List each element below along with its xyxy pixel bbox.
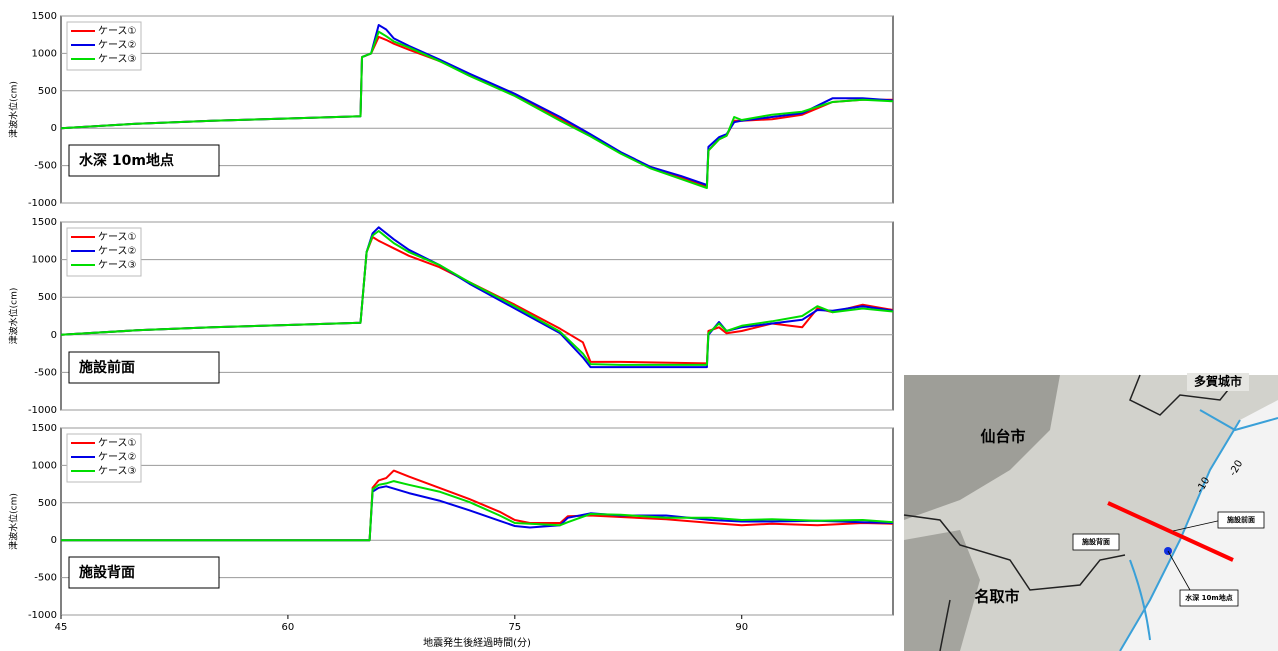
legend-label: ケース① xyxy=(98,25,136,37)
y-axis-label: 津波水位(cm) xyxy=(8,493,20,550)
y-tick-label: 1500 xyxy=(32,423,57,434)
map-label: 多賀城市 xyxy=(1194,374,1242,389)
chart: -1000 -500 0 500 1000 1500 津波水位(cm) ケース① ケース② ケース… xyxy=(8,11,894,209)
legend-label: ケース③ xyxy=(98,53,136,65)
legend-label: ケース② xyxy=(98,39,136,51)
legend-label: ケース① xyxy=(98,231,136,243)
y-axis-label: 津波水位(cm) xyxy=(8,288,20,345)
map-label: 施設背面 xyxy=(1082,537,1110,546)
map-label: 仙台市 xyxy=(980,428,1025,446)
x-tick-label: 75 xyxy=(508,622,521,633)
y-tick-label: 0 xyxy=(51,123,57,134)
y-tick-label: -500 xyxy=(34,573,57,584)
legend-label: ケース① xyxy=(98,437,136,449)
map: 多賀城市 仙台市 名取市 -10 -20 施設前面 施設背面 水深 10m地点 xyxy=(904,373,1278,651)
y-tick-label: -500 xyxy=(34,161,57,172)
y-tick-label: -1000 xyxy=(28,405,57,416)
y-tick-label: 1500 xyxy=(32,217,57,228)
annotation: 水深 10m地点 xyxy=(79,152,174,169)
annotation: 施設背面 xyxy=(79,564,135,581)
annotation: 施設前面 xyxy=(79,359,135,376)
x-tick-label: 90 xyxy=(735,622,748,633)
map-label: 名取市 xyxy=(974,588,1019,606)
y-tick-label: 0 xyxy=(51,535,57,546)
y-tick-label: 500 xyxy=(38,292,57,303)
legend-label: ケース② xyxy=(98,245,136,257)
y-tick-label: 500 xyxy=(38,86,57,97)
y-tick-label: -1000 xyxy=(28,610,57,621)
y-tick-label: 0 xyxy=(51,330,57,341)
y-tick-label: -500 xyxy=(34,367,57,378)
legend-label: ケース② xyxy=(98,451,136,463)
y-tick-label: 1000 xyxy=(32,48,57,59)
chart: -1000 -500 0 500 1000 1500 45 60 75 90 津波水位(cm) 地震発… xyxy=(8,423,894,649)
page: 多賀城市 仙台市 名取市 -10 -20 施設前面 施設背面 水深 10m地点 … xyxy=(0,0,1278,651)
y-tick-label: 1500 xyxy=(32,11,57,22)
map-label: 水深 10m地点 xyxy=(1185,593,1232,602)
chart: -1000 -500 0 500 1000 1500 津波水位(cm) ケース① ケース② ケース… xyxy=(8,217,894,416)
y-tick-label: 1000 xyxy=(32,460,57,471)
y-axis-label: 津波水位(cm) xyxy=(8,81,20,138)
y-tick-label: -1000 xyxy=(28,198,57,209)
y-tick-label: 500 xyxy=(38,498,57,509)
x-axis-label: 地震発生後経過時間(分) xyxy=(423,636,531,649)
legend-label: ケース③ xyxy=(98,259,136,271)
legend-label: ケース③ xyxy=(98,465,136,477)
map-label: 施設前面 xyxy=(1227,515,1255,524)
y-tick-label: 1000 xyxy=(32,255,57,266)
figure: 多賀城市 仙台市 名取市 -10 -20 施設前面 施設背面 水深 10m地点 … xyxy=(0,0,1278,651)
x-tick-label: 60 xyxy=(282,622,295,633)
x-tick-label: 45 xyxy=(55,622,68,633)
